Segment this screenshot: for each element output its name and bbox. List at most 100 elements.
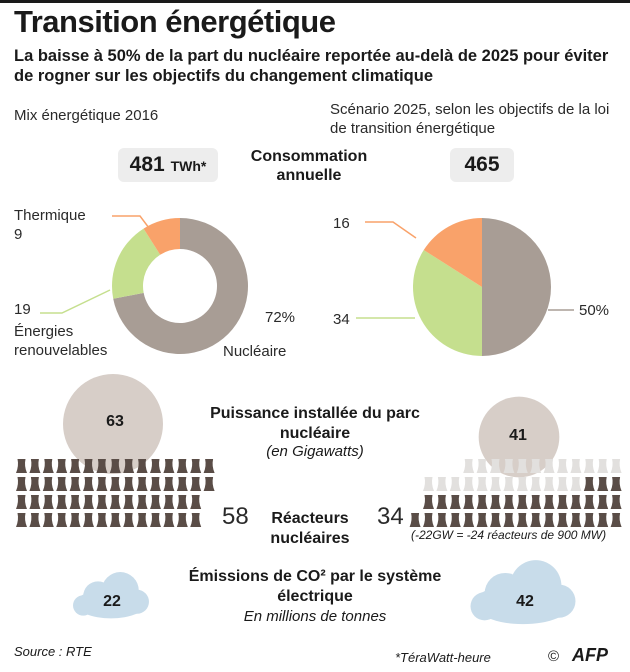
reactor-icon-2016 bbox=[56, 495, 68, 509]
reactor-icon-2025 bbox=[503, 513, 515, 527]
reactor-icon-2025 bbox=[570, 513, 582, 527]
reactor-icon-2016 bbox=[136, 477, 148, 491]
reactor-icon-2025 bbox=[423, 495, 434, 509]
reactor-icon-2025 bbox=[490, 513, 501, 527]
emissions-unit: En millions de tonnes bbox=[243, 608, 387, 625]
left-total-box: 481 TWh* bbox=[118, 148, 218, 182]
donut-2025-slice-nuclear bbox=[482, 218, 551, 356]
reactor-icon-2016 bbox=[109, 459, 121, 473]
reactor-icon-2025 bbox=[597, 495, 609, 509]
reactor-icon-2016 bbox=[16, 513, 27, 527]
afp-logo: AFP bbox=[572, 645, 608, 665]
reactor-icon-2016 bbox=[136, 495, 148, 509]
reactor-icon-2016 bbox=[163, 477, 175, 491]
reactor-icon-2016 bbox=[96, 513, 108, 527]
donut-2025-slice-renewables bbox=[412, 250, 482, 356]
reactor-icon-2016 bbox=[69, 513, 81, 527]
reactor-icon-2025 bbox=[476, 495, 488, 509]
reactor-icon-2025 bbox=[557, 495, 568, 509]
reactor-closed-icon-2025 bbox=[476, 477, 488, 491]
thermal-value-left: 9 bbox=[14, 226, 23, 243]
reactor-icon-2016 bbox=[42, 513, 54, 527]
capacity-circle-2016 bbox=[63, 374, 163, 474]
left-total-unit: TWh* bbox=[170, 158, 207, 174]
capacity-title: Puissance installée du parc nucléaire bbox=[210, 405, 420, 442]
reactor-icon-2016 bbox=[123, 477, 135, 491]
reactor-icon-2025 bbox=[530, 513, 542, 527]
source-text: Source : RTE bbox=[14, 644, 92, 659]
reactor-icon-2016 bbox=[190, 513, 202, 527]
reactors-note: (-22GW = -24 réacteurs de 900 MW) bbox=[411, 528, 607, 542]
reactor-icon-2016 bbox=[109, 495, 121, 509]
left-header: Mix énergétique 2016 bbox=[14, 107, 159, 124]
reactor-icon-2016 bbox=[203, 459, 215, 473]
reactor-icon-2016 bbox=[176, 477, 188, 491]
reactor-icon-2016 bbox=[176, 495, 188, 509]
reactor-icon-2016 bbox=[136, 459, 148, 473]
reactor-icon-2016 bbox=[56, 459, 68, 473]
reactor-icon-2025 bbox=[610, 513, 622, 527]
reactor-icon-2016 bbox=[163, 495, 175, 509]
emissions-title: Émissions de CO² par le système électriq… bbox=[188, 568, 442, 605]
reactor-icon-2016 bbox=[150, 513, 161, 527]
reactor-closed-icon-2025 bbox=[597, 459, 609, 473]
thermal-leader-right bbox=[365, 221, 417, 239]
page-subtitle: La baisse à 50% de la part du nucléaire … bbox=[14, 47, 609, 85]
reactor-icon-2016 bbox=[56, 477, 68, 491]
reactor-icon-2025 bbox=[449, 495, 461, 509]
right-total-value: 465 bbox=[464, 153, 500, 176]
reactor-icon-2016 bbox=[83, 513, 94, 527]
reactor-icon-2016 bbox=[190, 459, 202, 473]
reactor-closed-icon-2025 bbox=[543, 477, 555, 491]
reactor-icon-2016 bbox=[163, 513, 175, 527]
reactor-icon-2016 bbox=[56, 513, 68, 527]
reactor-icon-2016 bbox=[29, 459, 41, 473]
consumption-label: Consommation annuelle bbox=[250, 148, 368, 184]
reactor-icon-2025 bbox=[449, 513, 461, 527]
right-total-box: 465 bbox=[450, 148, 514, 182]
reactor-icon-2025 bbox=[610, 495, 622, 509]
donut-2025-slice-thermal bbox=[423, 218, 482, 287]
reactor-closed-icon-2025 bbox=[503, 459, 515, 473]
nuclear-value-right: 50% bbox=[579, 302, 610, 319]
capacity-value-2025: 41 bbox=[509, 427, 527, 444]
thermal-leader-left bbox=[112, 215, 153, 233]
reactor-icon-2016 bbox=[96, 477, 108, 491]
reactor-icon-2016 bbox=[42, 459, 54, 473]
reactor-icon-2016 bbox=[176, 459, 188, 473]
reactor-icon-2025 bbox=[503, 495, 515, 509]
reactor-closed-icon-2025 bbox=[436, 477, 448, 491]
reactor-closed-icon-2025 bbox=[516, 477, 528, 491]
reactor-icon-2025 bbox=[597, 477, 609, 491]
reactor-icon-2016 bbox=[123, 513, 135, 527]
reactor-icon-2016 bbox=[176, 513, 188, 527]
reactor-icon-2025 bbox=[597, 513, 609, 527]
reactor-closed-icon-2025 bbox=[503, 477, 515, 491]
donut-2016-slice-thermal bbox=[143, 218, 180, 255]
reactor-icon-2016 bbox=[150, 459, 161, 473]
reactor-icon-2025 bbox=[543, 513, 555, 527]
reactor-closed-icon-2025 bbox=[530, 477, 542, 491]
reactor-icon-2025 bbox=[516, 513, 528, 527]
reactor-icon-2025 bbox=[423, 513, 434, 527]
nuclear-name: Nucléaire bbox=[223, 343, 287, 360]
reactor-icon-2016 bbox=[29, 513, 41, 527]
reactor-icon-2025 bbox=[463, 495, 475, 509]
reactor-icon-2016 bbox=[123, 495, 135, 509]
reactor-icon-2016 bbox=[69, 495, 81, 509]
emissions-value-2016: 22 bbox=[103, 593, 121, 610]
capacity-circle-2025 bbox=[478, 396, 560, 478]
reactors-label: Réacteurs nucléaires bbox=[270, 510, 350, 547]
renewables-value-right: 34 bbox=[333, 311, 350, 328]
reactor-icon-2025 bbox=[543, 495, 555, 509]
reactor-icon-2025 bbox=[490, 495, 501, 509]
reactor-closed-icon-2025 bbox=[516, 459, 528, 473]
reactor-closed-icon-2025 bbox=[570, 459, 582, 473]
reactor-closed-icon-2025 bbox=[476, 459, 488, 473]
thermal-label-left: Thermique 9 bbox=[14, 206, 134, 244]
reactor-icon-2016 bbox=[190, 477, 202, 491]
reactor-icon-2016 bbox=[42, 495, 54, 509]
